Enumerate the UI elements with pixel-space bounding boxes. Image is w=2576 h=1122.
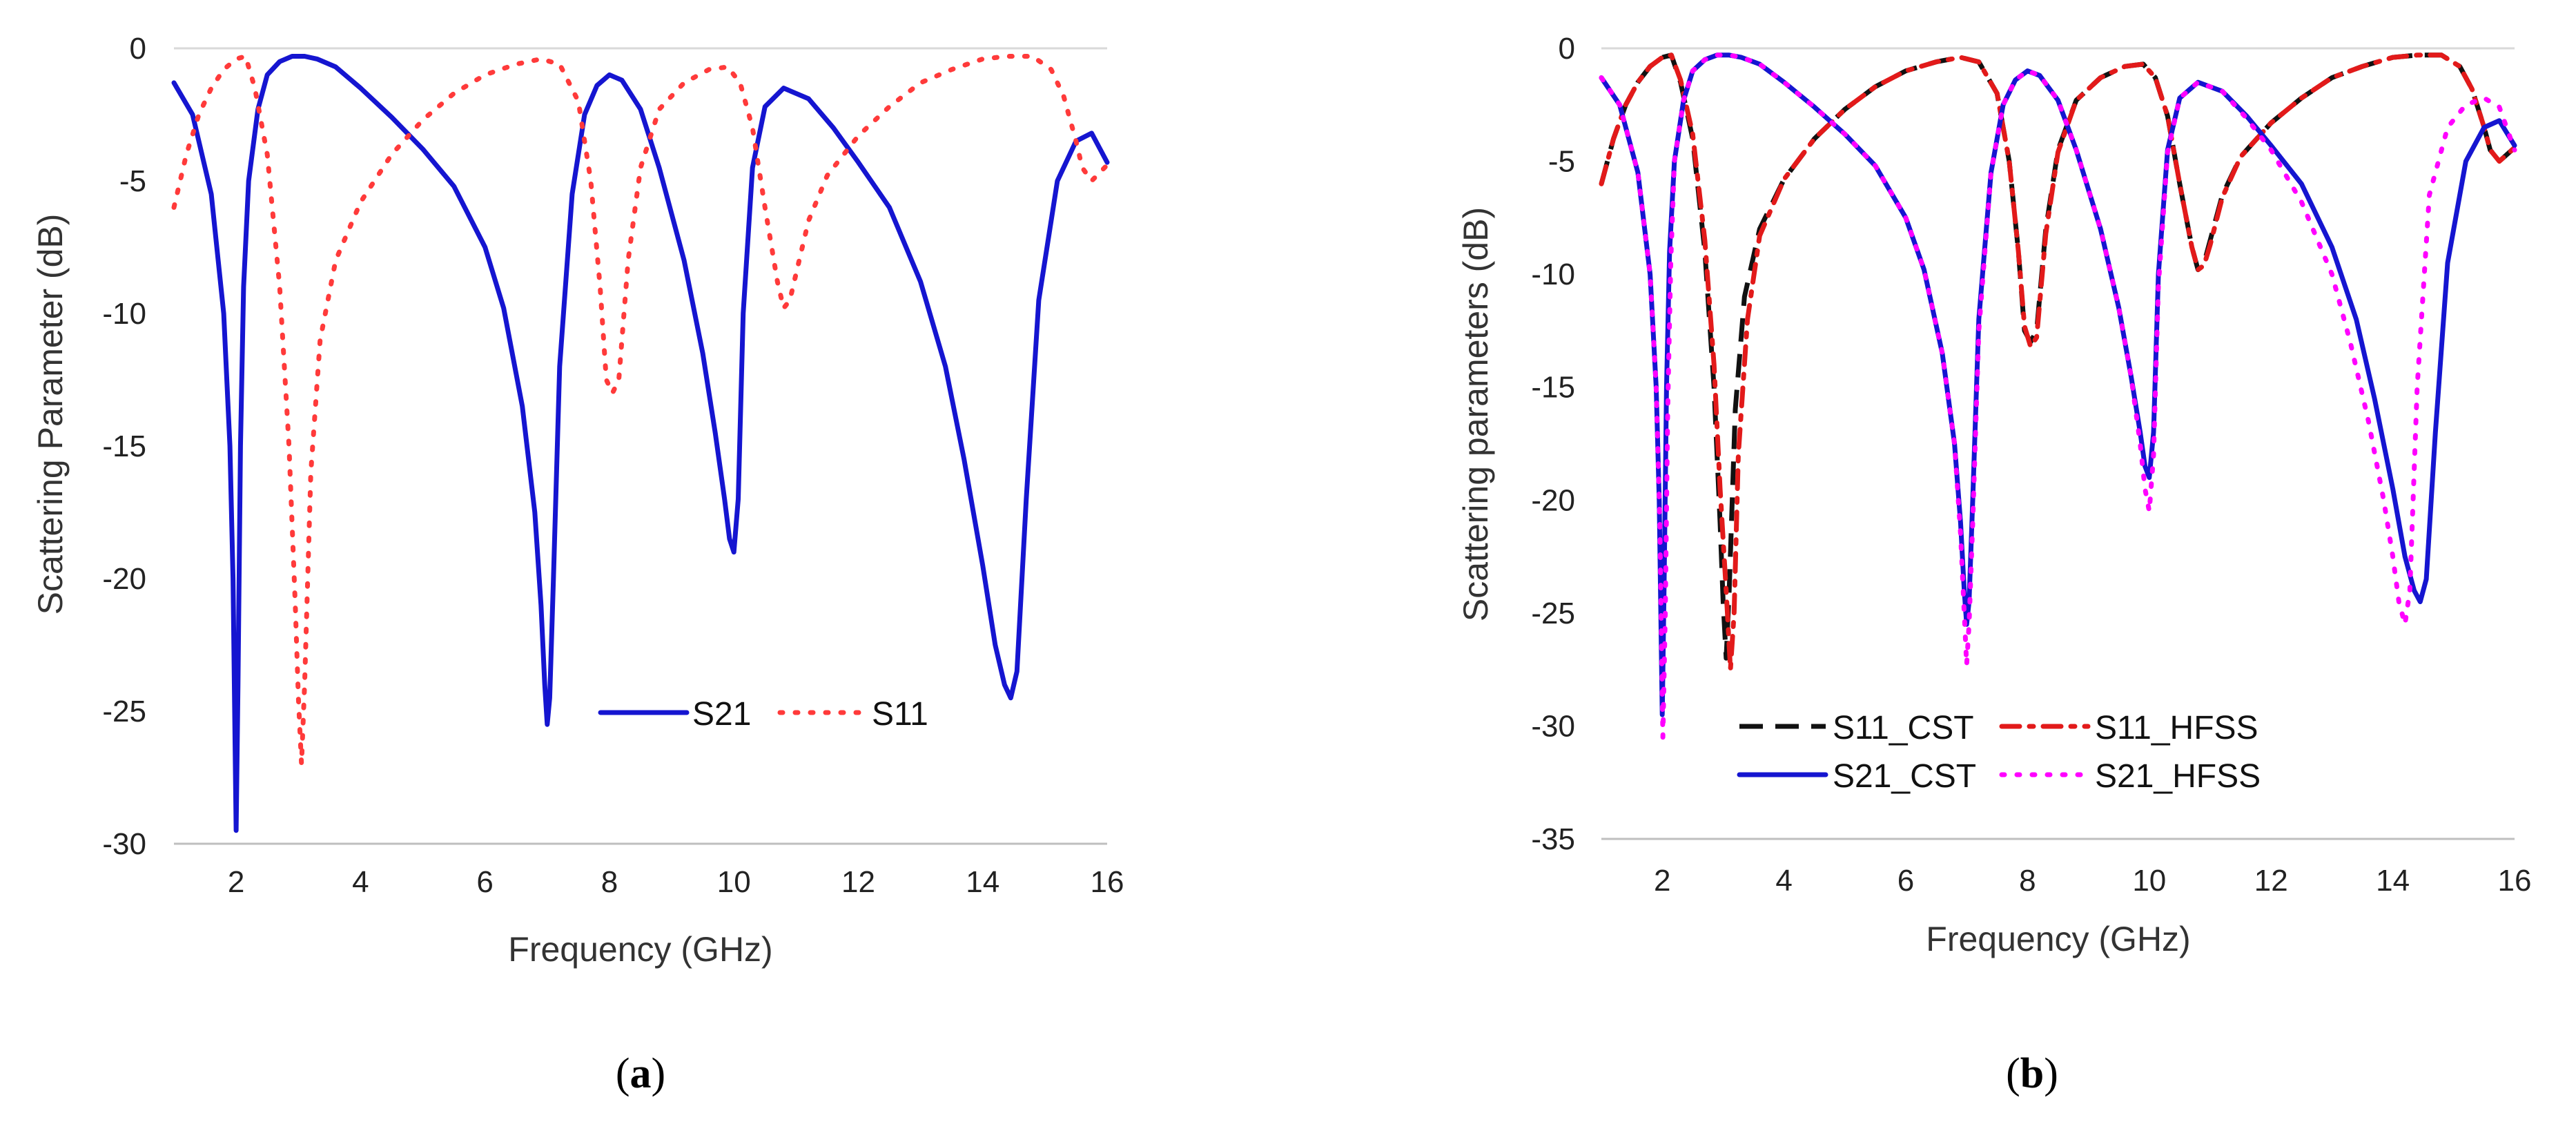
panel-b-y-ticks: 0 -5 -10 -15 -20 -25 -30 -35	[1531, 32, 1575, 856]
x-tick-label: 6	[476, 865, 493, 899]
y-tick-label: -20	[1531, 483, 1575, 517]
series-line-s11	[171, 54, 1110, 767]
legend-label-s11-cst: S11_CST	[1833, 710, 1974, 746]
x-tick-label: 8	[601, 865, 618, 899]
panel-label-b: (b)	[2006, 1050, 2058, 1097]
series-line-s21	[171, 54, 1110, 833]
legend-label-s21-cst: S21_CST	[1833, 758, 1976, 795]
y-tick-label: -15	[102, 429, 146, 463]
legend-label-s21: S21	[692, 696, 751, 733]
panel-b-y-axis-title: Scattering parameters (dB)	[1456, 207, 1495, 621]
x-tick-label: 14	[966, 865, 999, 899]
y-tick-label: -15	[1531, 371, 1575, 405]
panel-a-legend: S21 S11	[598, 696, 928, 733]
x-tick-label: 16	[1091, 865, 1124, 899]
x-tick-label: 2	[1654, 864, 1670, 898]
x-tick-label: 4	[1775, 864, 1792, 898]
y-tick-label: -25	[102, 695, 146, 728]
legend-label-s21-hfss: S21_HFSS	[2095, 758, 2261, 795]
x-tick-label: 4	[352, 865, 369, 899]
panel-b-series	[1599, 52, 2517, 740]
panel-label-b-letter: b	[2020, 1050, 2044, 1097]
panel-a-series	[171, 54, 1110, 833]
panel-a-x-ticks: 2 4 6 8 10 12 14 16	[228, 865, 1124, 899]
y-tick-label: 0	[130, 32, 146, 66]
panel-a-y-axis-title: Scattering Parameter (dB)	[31, 214, 70, 615]
y-tick-label: -30	[102, 827, 146, 861]
chart-panel-b: 0 -5 -10 -15 -20 -25 -30 -35 2 4 6 8 10 12 14 16 Frequ…	[1456, 32, 2531, 1097]
x-tick-label: 16	[2498, 864, 2532, 898]
y-tick-label: -35	[1531, 822, 1575, 856]
panel-b-x-ticks: 2 4 6 8 10 12 14 16	[1654, 864, 2532, 898]
y-tick-label: -20	[102, 562, 146, 596]
legend-label-s11: S11	[872, 696, 928, 733]
panel-a-y-ticks: 0 -5 -10 -15 -20 -25 -30	[102, 32, 146, 861]
x-tick-label: 10	[2132, 864, 2166, 898]
y-tick-label: 0	[1559, 32, 1575, 66]
legend-label-s11-hfss: S11_HFSS	[2095, 710, 2258, 746]
chart-panel-a: 0 -5 -10 -15 -20 -25 -30 2 4 6 8 10 12 14 16 Frequenc…	[31, 32, 1124, 1097]
x-tick-label: 14	[2376, 864, 2410, 898]
x-tick-label: 6	[1897, 864, 1914, 898]
y-tick-label: -30	[1531, 709, 1575, 743]
series-line-s11-hfss	[1599, 52, 2517, 673]
x-tick-label: 10	[717, 865, 751, 899]
y-tick-label: -5	[1548, 145, 1575, 179]
panel-label-a: (a)	[616, 1050, 665, 1097]
x-tick-label: 12	[2254, 864, 2288, 898]
y-tick-label: -25	[1531, 597, 1575, 630]
y-tick-label: -10	[102, 297, 146, 331]
panel-a-x-axis-title: Frequency (GHz)	[508, 930, 772, 969]
panel-b-x-axis-title: Frequency (GHz)	[1926, 920, 2190, 958]
x-tick-label: 12	[841, 865, 875, 899]
x-tick-label: 8	[2019, 864, 2036, 898]
y-tick-label: -5	[119, 164, 146, 198]
x-tick-label: 2	[228, 865, 244, 899]
panel-b-legend: S11_CST S11_HFSS S21_CST S21_HFSS	[1737, 710, 2261, 795]
y-tick-label: -10	[1531, 258, 1575, 291]
panel-label-a-letter: a	[630, 1050, 652, 1097]
